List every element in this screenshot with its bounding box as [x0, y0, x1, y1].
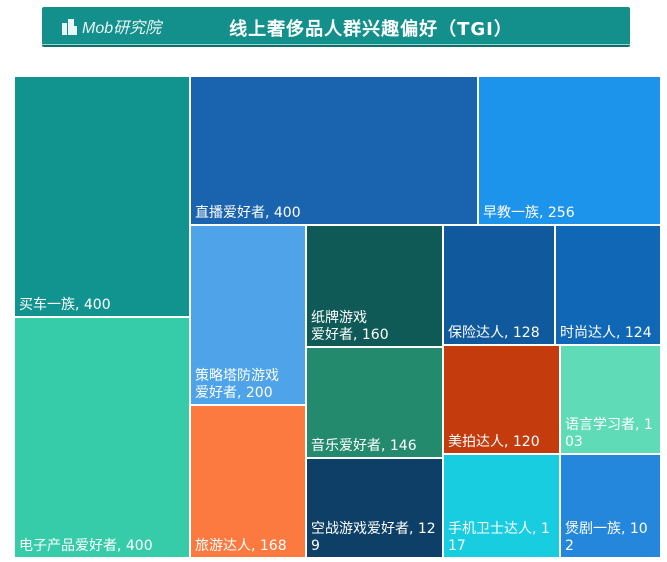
- treemap-cell-label: 煲剧一族, 102: [565, 521, 648, 554]
- title-banner: Mob研究院 线上奢侈品人群兴趣偏好（TGI）: [42, 7, 630, 45]
- treemap-cell-label: 直播爱好者, 400: [195, 205, 301, 221]
- treemap-cell-label: 旅游达人, 168: [195, 538, 287, 554]
- treemap-cell: 电子产品爱好者, 400: [14, 317, 190, 558]
- building-icon: [62, 19, 77, 35]
- logo-text: Mob研究院: [82, 20, 162, 37]
- treemap-cell-label: 音乐爱好者, 146: [311, 438, 417, 454]
- treemap-cell: 美拍达人, 120: [443, 345, 560, 454]
- treemap-cell: 时尚达人, 124: [555, 225, 661, 345]
- treemap-cell-label: 策略塔防游戏 爱好者, 200: [195, 368, 279, 401]
- treemap-cell: 音乐爱好者, 146: [306, 347, 443, 458]
- treemap-cell: 语言学习者, 103: [560, 345, 661, 454]
- treemap-cell: 纸牌游戏 爱好者, 160: [306, 225, 443, 347]
- treemap-cell-label: 保险达人, 128: [448, 325, 540, 341]
- treemap-cell: 策略塔防游戏 爱好者, 200: [190, 225, 306, 405]
- treemap-chart: 买车一族, 400 电子产品爱好者, 400 直播爱好者, 400 早教一族, 256…: [14, 76, 661, 558]
- banner-underline: [42, 44, 630, 45]
- treemap-cell-label: 语言学习者, 103: [565, 417, 653, 450]
- treemap-cell-label: 纸牌游戏 爱好者, 160: [311, 310, 389, 343]
- treemap-cell: 煲剧一族, 102: [560, 454, 661, 558]
- treemap-cell-label: 买车一族, 400: [19, 297, 111, 313]
- treemap-cell-label: 时尚达人, 124: [560, 325, 652, 341]
- mob-logo: Mob研究院: [60, 15, 161, 37]
- treemap-cell: 直播爱好者, 400: [190, 76, 478, 225]
- treemap-cell: 旅游达人, 168: [190, 405, 306, 558]
- treemap-cell-label: 空战游戏爱好者, 129: [311, 521, 436, 554]
- treemap-cell: 保险达人, 128: [443, 225, 555, 345]
- treemap-cell-label: 早教一族, 256: [483, 205, 575, 221]
- treemap-cell: 早教一族, 256: [478, 76, 661, 225]
- treemap-cell-label: 手机卫士达人, 117: [448, 521, 550, 554]
- chart-title: 线上奢侈品人群兴趣偏好（TGI）: [229, 19, 513, 40]
- treemap-cell-label: 电子产品爱好者, 400: [19, 538, 153, 554]
- treemap-cell: 空战游戏爱好者, 129: [306, 458, 443, 558]
- treemap-cell: 手机卫士达人, 117: [443, 454, 560, 558]
- treemap-cell: 买车一族, 400: [14, 76, 190, 317]
- treemap-cell-label: 美拍达人, 120: [448, 434, 540, 450]
